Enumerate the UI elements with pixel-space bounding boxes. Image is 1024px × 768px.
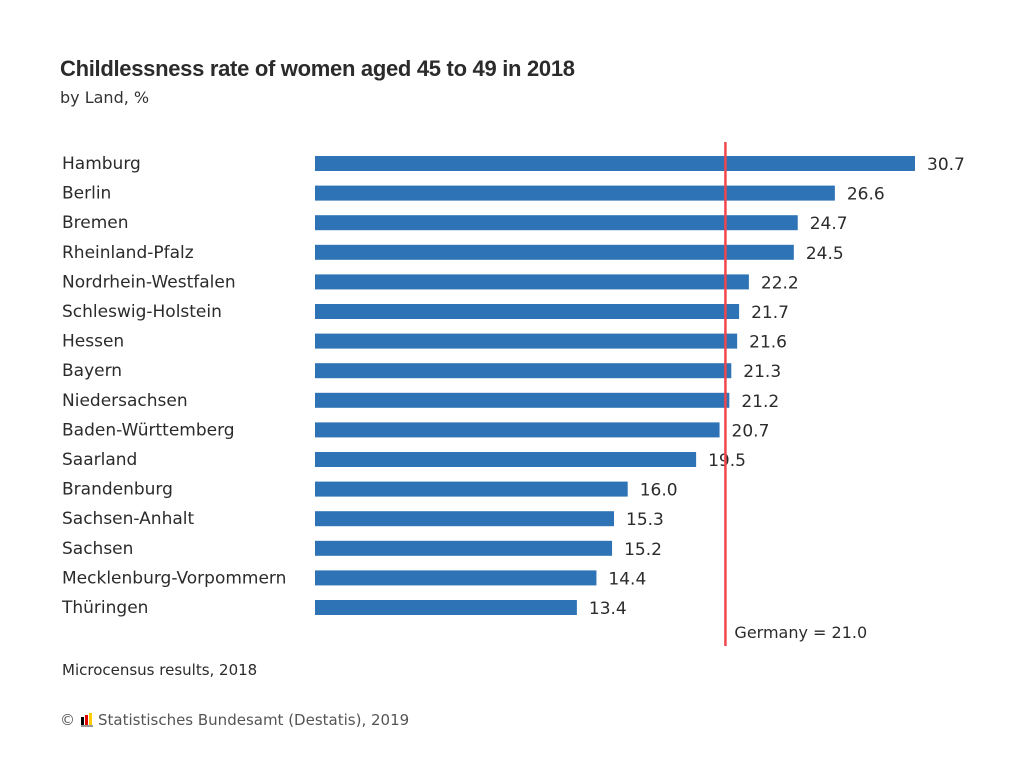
category-label: Mecklenburg-Vorpommern xyxy=(62,568,286,588)
category-label: Berlin xyxy=(62,184,111,204)
value-label: 13.4 xyxy=(589,599,627,619)
bar xyxy=(315,540,613,556)
value-label: 30.7 xyxy=(927,155,965,175)
bar xyxy=(315,392,730,408)
logo-bar xyxy=(81,717,84,725)
footer: © Statistisches Bundesamt (Destatis), 20… xyxy=(60,711,409,729)
category-label: Rheinland-Pfalz xyxy=(62,243,194,263)
category-label: Hamburg xyxy=(62,154,141,174)
bar xyxy=(315,481,628,497)
value-label: 26.6 xyxy=(847,185,885,205)
chart-subtitle: by Land, % xyxy=(60,88,150,107)
value-label: 14.4 xyxy=(608,569,646,589)
category-label: Bremen xyxy=(62,213,129,233)
category-label: Brandenburg xyxy=(62,480,173,500)
value-label: 22.2 xyxy=(761,273,799,293)
bar xyxy=(315,185,835,201)
category-label: Thüringen xyxy=(61,598,148,618)
bar xyxy=(315,511,615,527)
logo-bar xyxy=(89,713,92,725)
value-label: 19.5 xyxy=(708,451,746,471)
bar xyxy=(315,452,697,467)
value-label: 21.3 xyxy=(743,362,781,382)
value-label: 21.6 xyxy=(749,333,787,353)
value-label: 15.3 xyxy=(626,510,664,530)
copyright-symbol: © xyxy=(60,711,75,729)
category-label: Nordrhein-Westfalen xyxy=(62,272,236,292)
value-label: 20.7 xyxy=(732,421,770,441)
bar xyxy=(315,274,749,290)
source-note: Microcensus results, 2018 xyxy=(62,661,258,679)
category-label: Niedersachsen xyxy=(62,391,188,411)
category-label: Schleswig-Holstein xyxy=(62,302,222,322)
footer-source: Statistisches Bundesamt (Destatis), 2019 xyxy=(98,711,410,729)
bar xyxy=(315,215,798,231)
value-label: 15.2 xyxy=(624,540,662,560)
bar xyxy=(315,244,794,260)
logo-bar xyxy=(85,715,88,725)
value-label: 24.5 xyxy=(806,244,844,264)
category-label: Sachsen xyxy=(62,539,133,559)
bar xyxy=(315,422,720,438)
bar xyxy=(315,156,915,171)
bar xyxy=(315,570,597,586)
category-label: Saarland xyxy=(62,450,137,470)
value-label: 16.0 xyxy=(640,481,678,501)
reference-line-label: Germany = 21.0 xyxy=(734,623,867,642)
category-label: Sachsen-Anhalt xyxy=(62,509,194,529)
bar xyxy=(315,333,738,349)
value-label: 24.7 xyxy=(810,214,848,234)
bar xyxy=(315,304,740,319)
value-label: 21.7 xyxy=(751,303,789,323)
category-label: Baden-Württemberg xyxy=(62,420,235,440)
bar xyxy=(315,600,577,615)
value-label: 21.2 xyxy=(741,392,779,412)
category-label: Bayern xyxy=(62,361,122,381)
destatis-logo-icon xyxy=(81,713,93,727)
category-label: Hessen xyxy=(62,332,124,352)
chart-title: Childlessness rate of women aged 45 to 4… xyxy=(60,56,575,81)
bar xyxy=(315,363,732,379)
